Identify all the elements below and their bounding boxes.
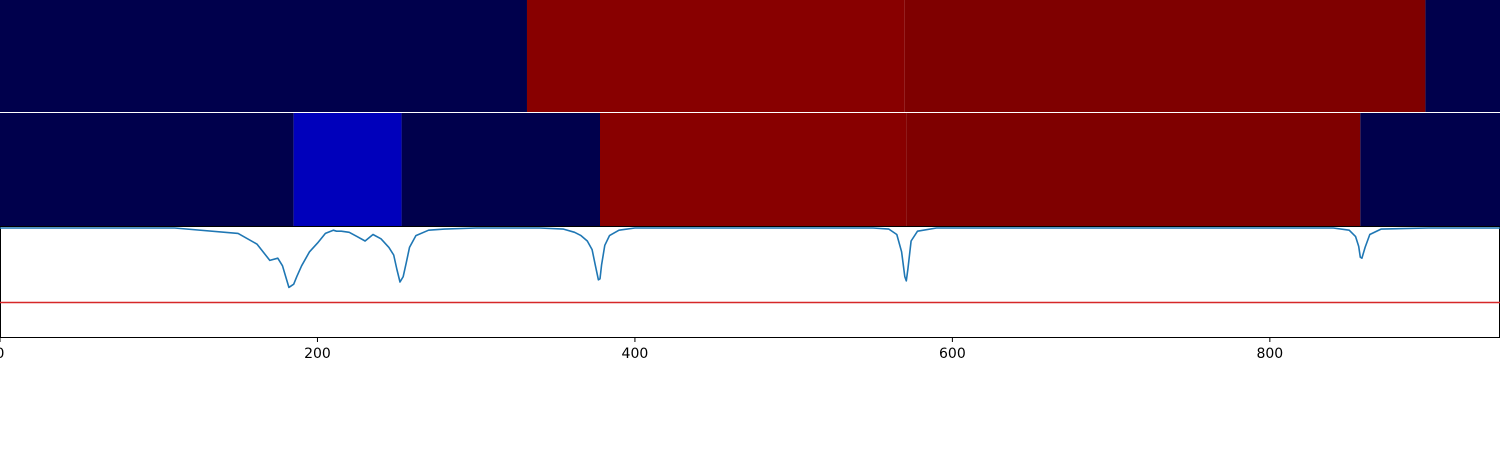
signal-series-line	[0, 227, 1500, 289]
middle-bar-segment	[293, 113, 402, 226]
x-tick-label: 200	[304, 346, 331, 362]
top-bar-segment	[904, 0, 1426, 112]
x-tick-label: 400	[622, 346, 649, 362]
top-bar-panel	[0, 0, 1500, 112]
middle-bar-segment	[0, 113, 294, 226]
middle-bar-segment	[401, 113, 600, 226]
top-bar-segment	[1425, 0, 1500, 112]
middle-bar-panel	[0, 113, 1500, 226]
signal-frame	[0, 226, 1500, 338]
middle-bar-segment	[906, 113, 1361, 226]
top-bar-segment	[526, 0, 905, 112]
x-tick-label: 800	[1256, 346, 1283, 362]
top-bar-segment	[0, 0, 527, 112]
x-tick-label: 0	[0, 346, 4, 362]
middle-bar-segment	[1360, 113, 1500, 226]
signal-panel: 0 200 400 600 800	[0, 226, 1500, 362]
x-tick-label: 600	[939, 346, 966, 362]
middle-bar-segment	[600, 113, 907, 226]
